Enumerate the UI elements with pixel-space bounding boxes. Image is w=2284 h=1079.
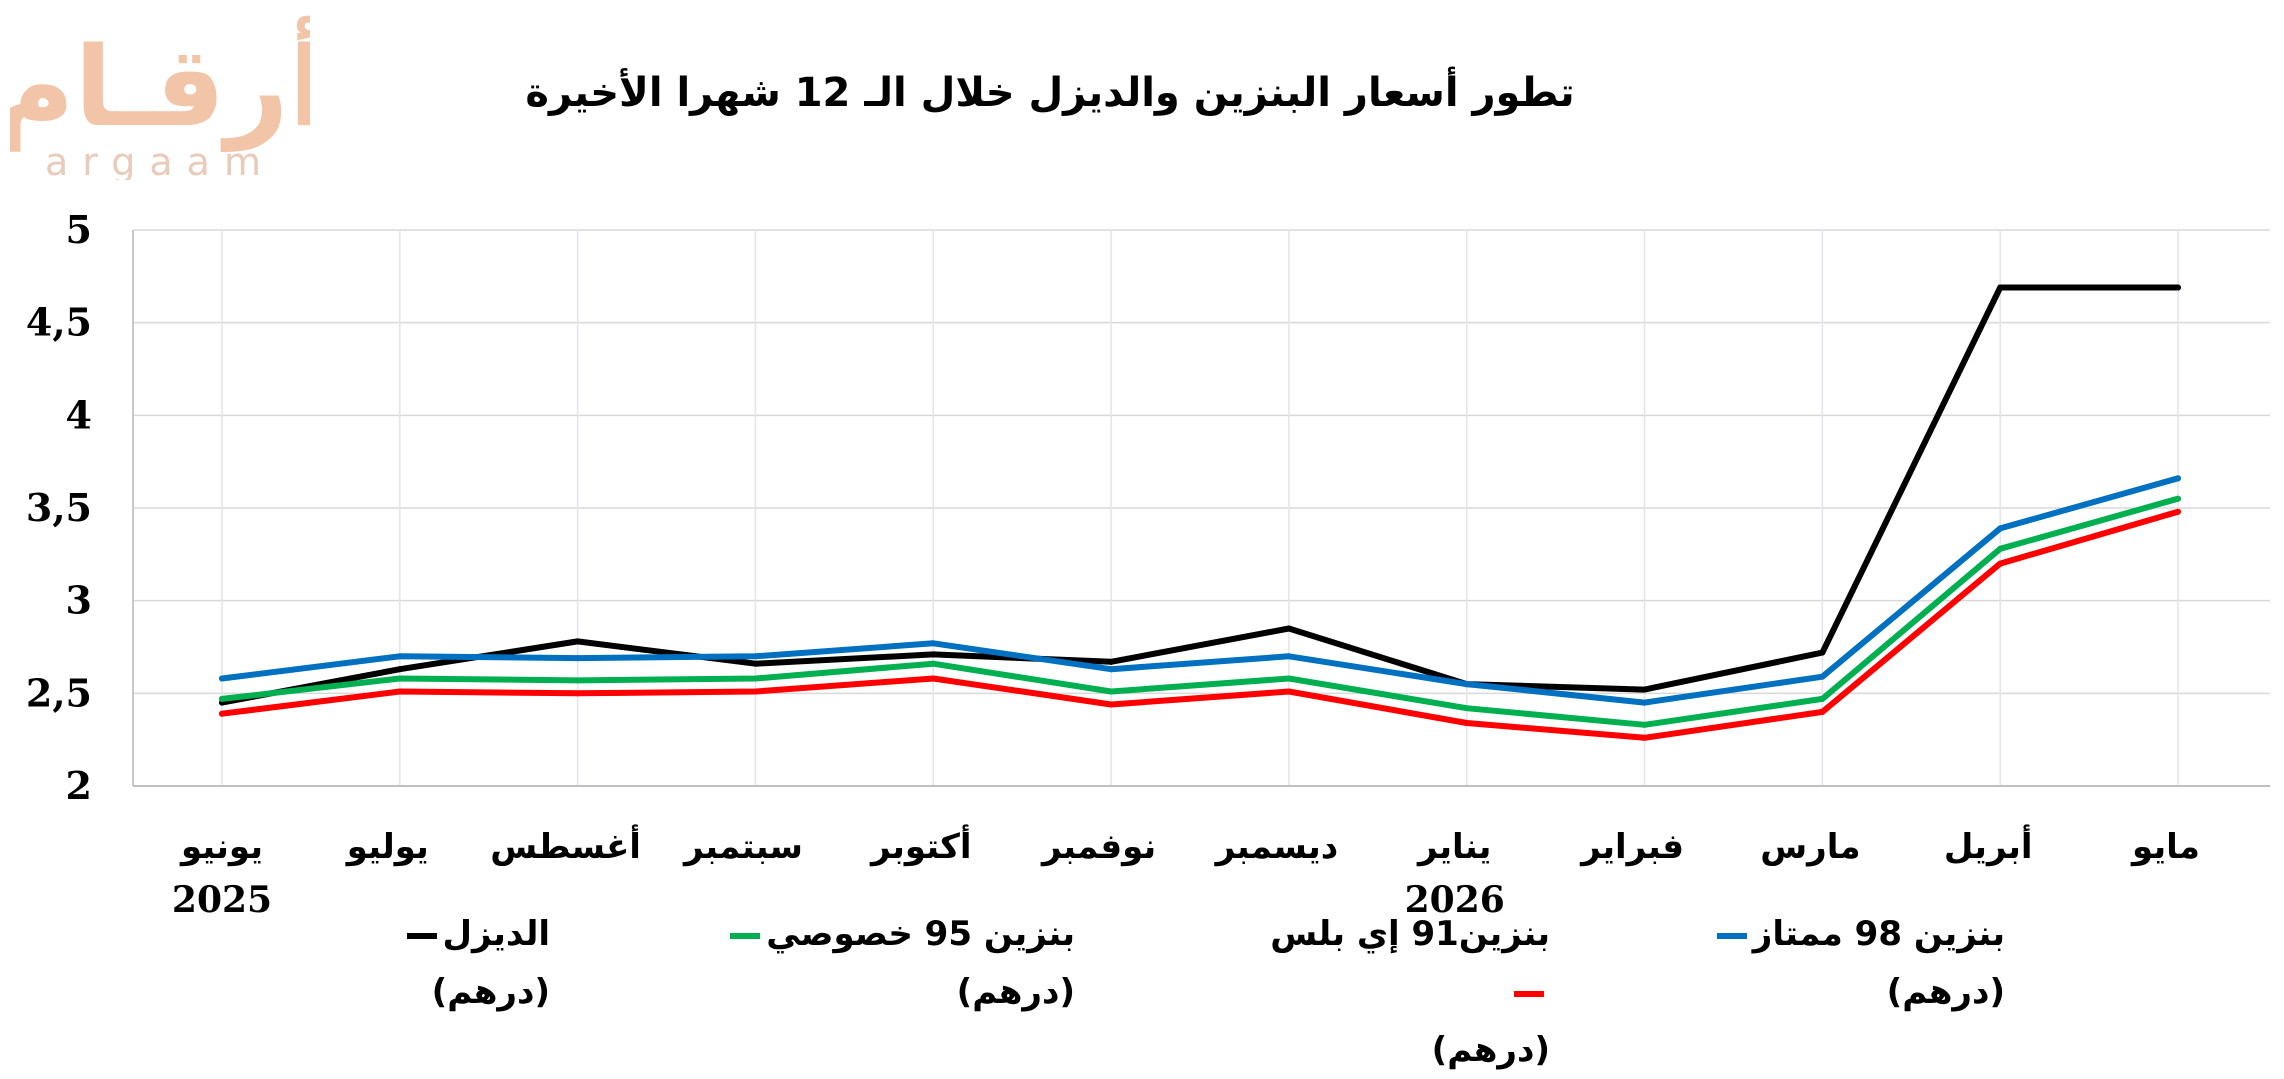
data-point bbox=[1641, 686, 1648, 693]
legend-unit: (درهم) bbox=[1431, 1030, 1550, 1070]
data-point bbox=[1108, 658, 1115, 665]
data-point bbox=[219, 710, 225, 717]
x-tick-label: مارس bbox=[1760, 827, 1860, 867]
legend-label: الديزل bbox=[442, 914, 550, 954]
x-tick-label: أبريل bbox=[1944, 824, 2033, 867]
x-tick-year: 2026 bbox=[1405, 879, 1505, 921]
data-point bbox=[1285, 688, 1292, 695]
legend-item-petrol-91: بنزين91 إي بلس (درهم) bbox=[1240, 905, 1550, 1079]
x-tick-label: فبراير bbox=[1579, 827, 1684, 867]
legend-swatch bbox=[730, 932, 761, 939]
y-tick-label: 2,5 bbox=[26, 670, 92, 715]
series-line-1 bbox=[219, 495, 2181, 728]
data-point bbox=[1463, 719, 1470, 726]
data-point bbox=[574, 690, 581, 697]
x-tick-label: يونيو bbox=[179, 827, 263, 867]
data-point bbox=[1463, 681, 1470, 688]
x-tick-label: يوليو bbox=[345, 827, 429, 867]
data-point bbox=[396, 666, 403, 673]
x-tick-label: أغسطس bbox=[490, 824, 641, 867]
line-chart: 2 2,5 3 3,5 4 4,5 5 يونيو 2025 يوليو أغسطس سبتمبر أك… bbox=[26, 207, 2270, 921]
x-tick-label: يناير bbox=[1416, 827, 1491, 867]
data-point bbox=[396, 675, 403, 682]
data-point bbox=[930, 660, 937, 667]
data-point bbox=[752, 675, 759, 682]
data-point bbox=[1463, 705, 1470, 712]
gridlines bbox=[133, 229, 2270, 786]
data-point bbox=[574, 638, 581, 645]
data-point bbox=[930, 651, 937, 658]
x-tick-label: مايو bbox=[2130, 827, 2200, 867]
data-point bbox=[1819, 708, 1826, 715]
data-point bbox=[1997, 525, 2004, 532]
data-point bbox=[1997, 545, 2004, 552]
data-point bbox=[1285, 625, 1292, 632]
legend-unit: (درهم) bbox=[431, 972, 550, 1012]
legend-unit: (درهم) bbox=[1886, 972, 2005, 1012]
legend-swatch bbox=[1514, 990, 1544, 997]
data-point bbox=[1285, 675, 1292, 682]
y-tick-label: 5 bbox=[66, 207, 92, 252]
y-tick-label: 3,5 bbox=[26, 485, 92, 530]
data-point bbox=[2175, 495, 2181, 502]
series-line-2 bbox=[219, 508, 2181, 741]
logo-latin-text: argaam bbox=[45, 140, 275, 180]
series-lines bbox=[219, 284, 2181, 741]
logo-arabic-text: أرقـام bbox=[10, 16, 310, 152]
data-point bbox=[1997, 560, 2004, 567]
data-point bbox=[1641, 699, 1648, 706]
legend-swatch bbox=[1716, 932, 1747, 939]
x-tick-label: نوفمبر bbox=[1040, 827, 1156, 867]
data-point bbox=[396, 688, 403, 695]
data-point bbox=[1819, 673, 1826, 680]
legend-label: بنزين 95 خصوصي bbox=[766, 914, 1075, 954]
data-point bbox=[219, 695, 225, 702]
legend-item-diesel: الديزل (درهم) bbox=[400, 905, 550, 1021]
data-point bbox=[574, 655, 581, 662]
x-tick-label: أكتوبر bbox=[869, 824, 972, 867]
y-tick-label: 3 bbox=[66, 578, 92, 623]
series-line-0 bbox=[219, 284, 2181, 706]
legend-label: بنزين91 إي بلس bbox=[1270, 914, 1550, 954]
data-point bbox=[1819, 649, 1826, 656]
legend-label: بنزين 98 ممتاز bbox=[1752, 914, 2005, 954]
data-point bbox=[1641, 721, 1648, 728]
legend-unit: (درهم) bbox=[956, 972, 1075, 1012]
argaam-logo: أرقـام argaam bbox=[10, 16, 310, 180]
data-point bbox=[1108, 688, 1115, 695]
chart-title: تطور أسعار البنزين والديزل خلال الـ 12 ش… bbox=[525, 70, 1575, 116]
data-point bbox=[2175, 508, 2181, 515]
data-point bbox=[574, 677, 581, 684]
data-point bbox=[1819, 695, 1826, 702]
data-point bbox=[1285, 653, 1292, 660]
data-point bbox=[1997, 284, 2004, 291]
legend-item-petrol-98: بنزين 98 ممتاز (درهم) bbox=[1715, 905, 2005, 1021]
y-tick-label: 4,5 bbox=[26, 300, 92, 345]
data-point bbox=[930, 640, 937, 647]
data-point bbox=[396, 653, 403, 660]
data-point bbox=[1108, 701, 1115, 708]
data-point bbox=[752, 688, 759, 695]
x-tick-year: 2025 bbox=[172, 879, 272, 921]
data-point bbox=[1641, 734, 1648, 741]
data-point bbox=[219, 675, 225, 682]
data-point bbox=[930, 675, 937, 682]
x-tick-label: ديسمبر bbox=[1214, 827, 1339, 867]
tick-labels: 2 2,5 3 3,5 4 4,5 5 يونيو 2025 يوليو أغسطس سبتمبر أك… bbox=[26, 207, 2200, 921]
legend-swatch bbox=[406, 932, 437, 939]
series-line-3 bbox=[219, 475, 2181, 706]
axes bbox=[132, 230, 2270, 787]
x-tick-label: سبتمبر bbox=[682, 827, 803, 867]
legend-item-petrol-95: بنزين 95 خصوصي (درهم) bbox=[715, 905, 1075, 1021]
y-tick-label: 4 bbox=[66, 392, 92, 437]
data-point bbox=[752, 653, 759, 660]
data-point bbox=[2175, 284, 2181, 291]
y-tick-label: 2 bbox=[66, 763, 92, 808]
data-point bbox=[1108, 666, 1115, 673]
data-point bbox=[752, 660, 759, 667]
data-point bbox=[2175, 475, 2181, 482]
